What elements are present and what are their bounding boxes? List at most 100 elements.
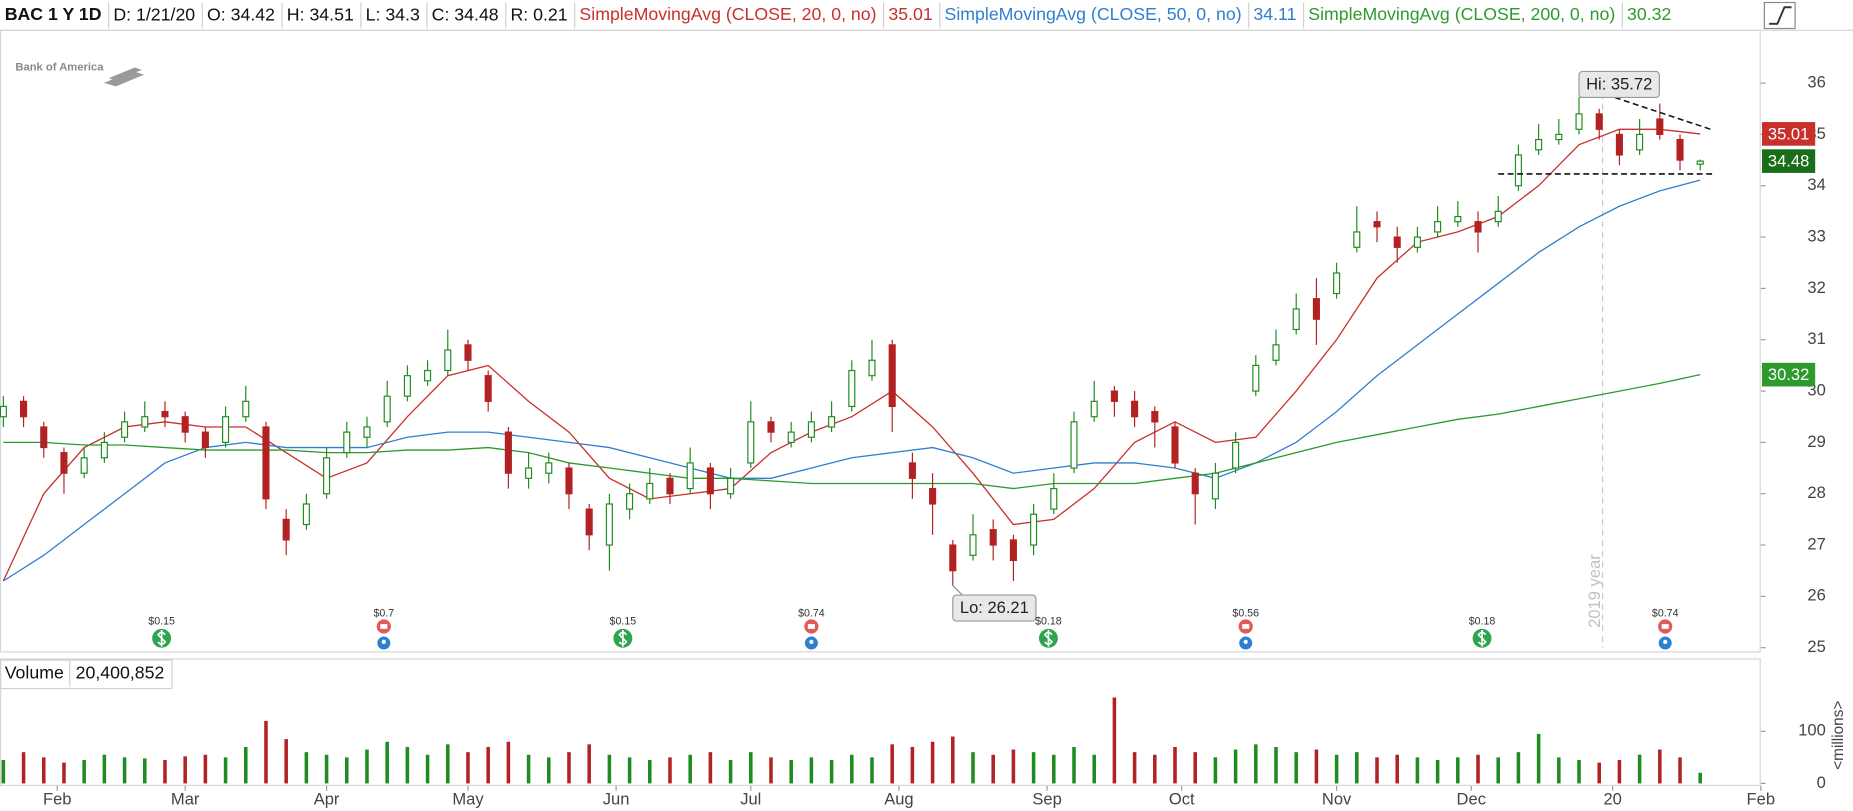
y-tick-label: 26: [1807, 586, 1825, 605]
annotation-text: Lo: 26.21: [960, 599, 1029, 618]
icon-glyph: [1769, 6, 1792, 25]
volume-bar: [809, 757, 814, 784]
candle-body: [1575, 113, 1583, 130]
x-tick-label: Apr: [314, 790, 340, 809]
volume-bar: [587, 744, 591, 784]
candle-body: [706, 467, 714, 495]
volume-panel: [0, 658, 1761, 787]
volume-bar: [1254, 744, 1258, 784]
x-tick-label: Jun: [603, 790, 630, 809]
header-value: 34.51: [309, 4, 353, 24]
annotation-box: [952, 594, 1037, 622]
candle-body: [646, 482, 654, 500]
candle-body: [464, 344, 472, 361]
candle-body: [1535, 138, 1543, 151]
volume-bar: [1496, 757, 1500, 784]
candle-body: [1131, 400, 1139, 418]
candle-body: [1272, 344, 1280, 361]
candle-body: [222, 416, 230, 443]
earnings-pin-dot: [809, 639, 814, 644]
candle-body: [989, 529, 997, 546]
event-label: $0.56: [1232, 607, 1259, 619]
x-tick-label: May: [452, 790, 484, 809]
candle-body: [828, 416, 836, 428]
header-value: 34.42: [231, 4, 275, 24]
candle-body: [605, 503, 613, 546]
candle-body: [424, 369, 432, 382]
volume-unit: <millions>: [1830, 701, 1847, 770]
annotation-box: [1578, 70, 1660, 99]
candle-body: [626, 493, 634, 510]
header-item: R: 0.21: [510, 4, 567, 24]
volume-bar: [1597, 762, 1601, 784]
candle-body: [747, 421, 755, 464]
y-tick-label: 33: [1807, 226, 1825, 245]
candle-body: [949, 544, 957, 572]
x-tick-label: Jul: [740, 790, 761, 809]
candle-body: [1615, 133, 1623, 156]
sma-last-tag: [1762, 122, 1816, 146]
volume-bar: [1557, 757, 1561, 784]
sma-line: [2, 179, 1701, 582]
earnings-glyph: [380, 624, 388, 629]
annotation-value: 26.21: [987, 599, 1028, 618]
volume-bar: [688, 754, 692, 784]
volume-bar: [607, 754, 612, 784]
candle-body: [201, 431, 209, 449]
candle-body: [686, 462, 694, 490]
annotation-text: Hi: 35.72: [1586, 75, 1652, 94]
y-tick-label: 27: [1807, 534, 1825, 553]
volume-bar: [708, 752, 713, 784]
y-tick-label: 36: [1807, 72, 1825, 91]
candle-body: [1252, 364, 1260, 392]
volume-bar: [1516, 752, 1521, 784]
candle-body: [888, 344, 896, 408]
candle-body: [1353, 231, 1361, 248]
event-label: $0.74: [1652, 607, 1679, 619]
candle-body: [40, 426, 48, 449]
dividend-glyph: [156, 630, 167, 647]
volume-bar: [749, 752, 753, 784]
candle-body: [666, 477, 674, 495]
volume-bar: [910, 746, 915, 784]
candle-body: [343, 431, 351, 454]
volume-bar: [1031, 752, 1036, 784]
earnings-glyph: [807, 624, 815, 629]
volume-bar: [244, 746, 248, 784]
volume-bar: [304, 752, 309, 784]
volume-bar: [1456, 757, 1460, 784]
header-item: H: 34.51: [287, 4, 354, 24]
volume-last: 20,400,852: [76, 662, 165, 682]
candle-body: [121, 421, 129, 438]
candle-body: [1434, 221, 1442, 233]
candle-body: [908, 462, 916, 479]
x-tick-label: Mar: [171, 790, 200, 809]
volume-bar: [1173, 746, 1177, 784]
header-label: O:: [207, 4, 226, 24]
volume-bar: [1476, 754, 1480, 784]
candle-body: [1009, 539, 1017, 562]
candle-body: [525, 467, 533, 479]
volume-bar: [102, 754, 107, 784]
sma-line: [3, 374, 1701, 490]
close-last-tag: [1762, 149, 1816, 173]
volume-bar: [82, 759, 86, 784]
candle-body: [302, 503, 310, 526]
candle-body: [1595, 113, 1603, 130]
volume-bar: [1334, 754, 1339, 784]
volume-bar: [1536, 733, 1541, 784]
volume-bar: [1011, 749, 1016, 784]
volume-bar: [1132, 752, 1137, 784]
volume-bar: [183, 756, 187, 784]
volume-bar: [1233, 749, 1238, 784]
annotation: Lo: 26.21: [952, 585, 1037, 622]
volume-bar: [284, 739, 288, 784]
volume-bar: [769, 757, 773, 784]
candle-body: [1555, 133, 1563, 141]
candle-body: [504, 431, 512, 474]
candle-body: [1454, 215, 1462, 223]
volume-bar: [648, 759, 652, 784]
volume-bar: [1213, 757, 1218, 784]
volume-bar: [62, 762, 66, 784]
settings-icon[interactable]: [1763, 1, 1796, 30]
